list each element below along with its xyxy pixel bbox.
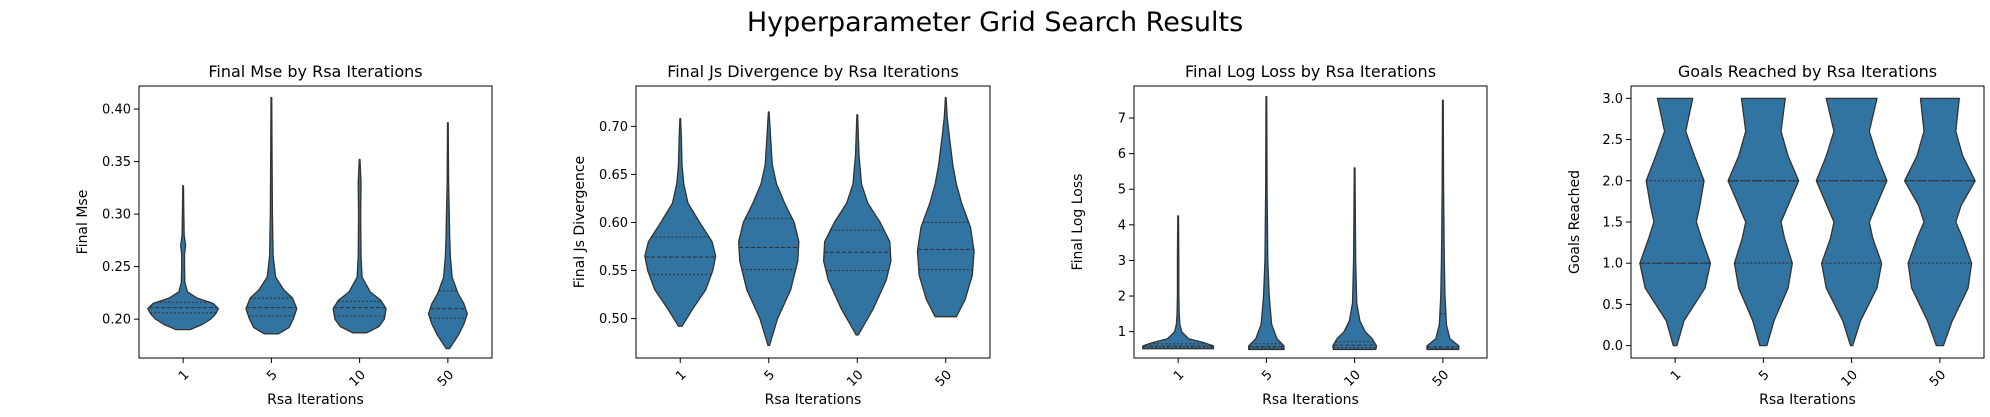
chart-panel-4: 0.0 0.5 1.0 1.5 2.0 2.5 3.0 1 5 10 50 Goals Reached… xyxy=(1567,62,1985,408)
x-tick-label: 1 xyxy=(1171,368,1187,384)
y-tick-label: 1.5 xyxy=(1602,216,1623,231)
y-axis-label: Final Mse xyxy=(75,190,91,255)
y-tick-label: 3 xyxy=(1118,254,1126,269)
x-tick-label: 1 xyxy=(673,368,689,384)
violin-1 xyxy=(147,185,220,331)
x-tick-label: 5 xyxy=(264,368,280,384)
y-tick-label: 0.60 xyxy=(599,216,628,231)
y-tick-label: 2.5 xyxy=(1602,133,1623,148)
violin-5 xyxy=(738,111,800,347)
y-tick-label: 2.0 xyxy=(1602,174,1623,189)
chart-panel-1: 0.20 0.25 0.30 0.35 0.40 1 5 10 50 Final Mse by R… xyxy=(75,62,493,408)
violin-1 xyxy=(644,118,717,327)
x-tick-label: 50 xyxy=(1430,368,1452,390)
axes-frame xyxy=(138,85,493,359)
y-tick-label: 5 xyxy=(1118,183,1126,198)
chart-title: Final Log Loss by Rsa Iterations xyxy=(1185,62,1436,81)
chart-panel-2: 0.50 0.55 0.60 0.65 0.70 1 5 10 50 Final Js Diver… xyxy=(572,62,991,408)
chart-title: Final Js Divergence by Rsa Iterations xyxy=(667,62,959,81)
y-tick-label: 0.25 xyxy=(102,260,131,275)
y-axis-label: Goals Reached xyxy=(1567,170,1583,274)
y-tick-label: 0.55 xyxy=(599,264,628,279)
y-tick-label: 1 xyxy=(1118,325,1126,340)
y-tick-label: 0.20 xyxy=(102,313,131,328)
violin-50 xyxy=(1426,99,1460,351)
y-axis-label: Final Js Divergence xyxy=(572,156,588,288)
axes-frame xyxy=(1133,85,1488,359)
chart-panel-3: 1 2 3 4 5 6 7 1 5 10 50 Final Log Loss by Rsa Itera… xyxy=(1070,62,1488,408)
violin-50 xyxy=(427,122,468,350)
x-tick-label: 5 xyxy=(1756,368,1772,384)
x-tick-label: 1 xyxy=(176,368,192,384)
x-tick-label: 1 xyxy=(1668,368,1684,384)
y-tick-label: 1.0 xyxy=(1602,257,1623,272)
x-tick-label: 10 xyxy=(844,368,866,390)
y-tick-label: 0.40 xyxy=(102,103,131,118)
violin-10 xyxy=(822,114,892,336)
y-tick-label: 7 xyxy=(1118,112,1126,127)
chart-title: Goals Reached by Rsa Iterations xyxy=(1678,62,1937,81)
y-tick-label: 0.30 xyxy=(102,208,131,223)
x-axis-label: Rsa Iterations xyxy=(267,392,364,408)
y-tick-label: 0.0 xyxy=(1602,339,1623,354)
x-tick-label: 10 xyxy=(347,368,369,390)
x-tick-label: 10 xyxy=(1839,368,1861,390)
x-tick-label: 50 xyxy=(1927,368,1949,390)
y-tick-label: 0.35 xyxy=(102,155,131,170)
violin-10 xyxy=(1815,97,1888,347)
x-tick-label: 5 xyxy=(1259,368,1275,384)
y-axis-label: Final Log Loss xyxy=(1070,174,1086,271)
x-axis-label: Rsa Iterations xyxy=(1262,392,1359,408)
y-tick-label: 2 xyxy=(1118,290,1126,305)
x-tick-label: 50 xyxy=(435,368,457,390)
violin-5 xyxy=(1248,96,1285,351)
y-tick-label: 3.0 xyxy=(1602,92,1623,107)
chart-title: Final Mse by Rsa Iterations xyxy=(208,62,422,81)
violin-50 xyxy=(916,96,975,318)
x-tick-label: 10 xyxy=(1342,368,1364,390)
violin-5 xyxy=(245,96,298,335)
violin-1 xyxy=(1639,97,1712,347)
x-tick-label: 50 xyxy=(933,368,955,390)
x-axis-label: Rsa Iterations xyxy=(1759,392,1856,408)
y-tick-label: 0.70 xyxy=(599,120,628,135)
x-tick-label: 5 xyxy=(762,368,778,384)
violin-5 xyxy=(1727,97,1800,347)
violin-10 xyxy=(332,158,387,334)
y-tick-label: 6 xyxy=(1118,147,1126,162)
figure-title: Hyperparameter Grid Search Results xyxy=(747,7,1243,38)
x-axis-label: Rsa Iterations xyxy=(765,392,862,408)
y-tick-label: 4 xyxy=(1118,218,1126,233)
y-tick-label: 0.50 xyxy=(599,312,628,327)
violin-10 xyxy=(1332,167,1378,351)
y-tick-label: 0.5 xyxy=(1602,298,1623,313)
violin-1 xyxy=(1142,215,1215,350)
y-tick-label: 0.65 xyxy=(599,168,628,183)
violin-50 xyxy=(1903,97,1976,347)
